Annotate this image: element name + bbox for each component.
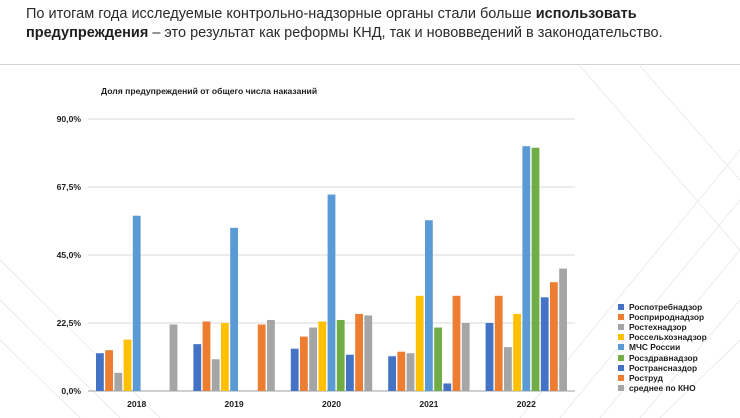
bar-2019-series-9 [267,319,275,391]
bar-2019-series-3 [211,359,220,391]
y-tick-label: 45,0% [57,250,82,260]
x-tick-label: 2021 [419,399,438,409]
x-tick-label: 2019 [225,399,244,409]
bar-2020-series-2 [300,336,308,391]
bar-2018-series-5 [132,215,141,391]
legend-label: Росприроднадзор [629,312,705,323]
bar-2020-series-6 [336,319,345,391]
bar-2021-series-1 [388,356,396,391]
y-tick-label: 22,5% [57,318,82,328]
legend-item: МЧС России [618,342,733,352]
legend-swatch [618,334,624,341]
bar-2019-series-5 [230,227,238,391]
y-tick-label: 67,5% [57,182,82,192]
bar-2022-series-4 [513,313,521,391]
bar-2019-series-1 [193,344,202,391]
chart-legend: Роспотребнадзор Росприроднадзор Ростехнадз… [618,302,733,393]
heading-text-bold: использовать предупреждения [26,6,637,41]
bar-2019-series-4 [221,323,229,391]
heading-text-start: По итогам года исследуемые контрольно-на… [26,6,536,22]
slide-heading: По итогам года исследуемые контрольно-на… [26,5,726,43]
bar-2022-series-2 [494,295,503,391]
legend-label: Роспотребнадзор [629,302,703,313]
bar-2021-series-8 [452,295,461,391]
bar-2020-series-9 [364,315,373,391]
x-tick-label: 2018 [127,399,146,409]
bar-2021-series-9 [461,323,470,391]
legend-swatch [618,354,624,361]
legend-label: среднее по КНО [629,382,696,393]
chart-title: Доля предупреждений от общего числа нака… [101,86,317,96]
legend-swatch [618,344,624,351]
bar-2022-series-6 [531,147,540,391]
legend-swatch [618,304,624,311]
bar-2022-series-1 [485,323,494,391]
bar-2021-series-6 [434,327,442,391]
bar-2022-series-7 [540,297,549,391]
legend-item: среднее по КНО [618,383,733,393]
chart-bars [96,146,567,391]
bar-2020-series-7 [346,354,354,391]
legend-label: Ространсназдор [629,362,698,373]
y-tick-label: 0,0% [61,386,81,396]
legend-item: Роспотребнадзор [618,302,733,312]
bar-2018-series-3 [114,372,123,391]
bar-2020-series-4 [318,321,327,391]
legend-label: МЧС России [629,342,681,353]
bar-2020-series-8 [355,313,363,391]
y-tick-label: 90,0% [57,114,82,124]
legend-item: Росприроднадзор [618,312,733,322]
bar-2018-series-2 [105,350,113,391]
bar-2020-series-5 [327,194,336,391]
bar-2022-series-5 [522,146,531,391]
legend-label: Ростехнадзор [629,322,687,333]
legend-item: Росздравнадзор [618,352,733,363]
x-tick-label: 2022 [517,399,536,409]
bar-2018-series-9 [169,324,178,391]
bar-2020-series-3 [309,327,317,391]
heading-divider [0,64,740,65]
legend-label: Россельхознадзор [629,332,707,343]
legend-label: Роструд [629,372,663,383]
legend-swatch [618,384,624,391]
legend-item: Роструд [618,373,733,383]
legend-swatch [618,374,624,381]
bar-2021-series-7 [443,383,452,391]
legend-swatch [618,324,624,331]
legend-item: Россельхознадзор [618,332,733,342]
bar-2021-series-4 [415,295,424,391]
heading-text-end: – это результат как реформы КНД, так и н… [148,25,663,41]
legend-swatch [618,364,624,371]
x-axis-labels: 2018 2019 2020 2021 2022 [127,399,536,409]
y-axis-labels: 0,0% 22,5% 45,0% 67,5% 90,0% [57,114,82,396]
bar-2018-series-1 [96,353,104,391]
bar-2018-series-4 [123,339,132,391]
bar-2021-series-2 [397,351,406,391]
x-tick-label: 2020 [322,399,341,409]
bar-2019-series-8 [257,324,266,391]
legend-item: Ростехнадзор [618,322,733,332]
bar-2021-series-5 [425,220,433,391]
legend-item: Ространсназдор [618,363,733,373]
bar-2022-series-9 [559,268,567,391]
bar-2021-series-3 [406,353,415,391]
legend-label: Росздравнадзор [629,352,698,363]
legend-swatch [618,314,624,321]
bar-2019-series-2 [202,321,211,391]
bar-2020-series-1 [290,348,299,391]
bar-2022-series-3 [504,347,512,391]
bar-2022-series-8 [550,282,558,391]
